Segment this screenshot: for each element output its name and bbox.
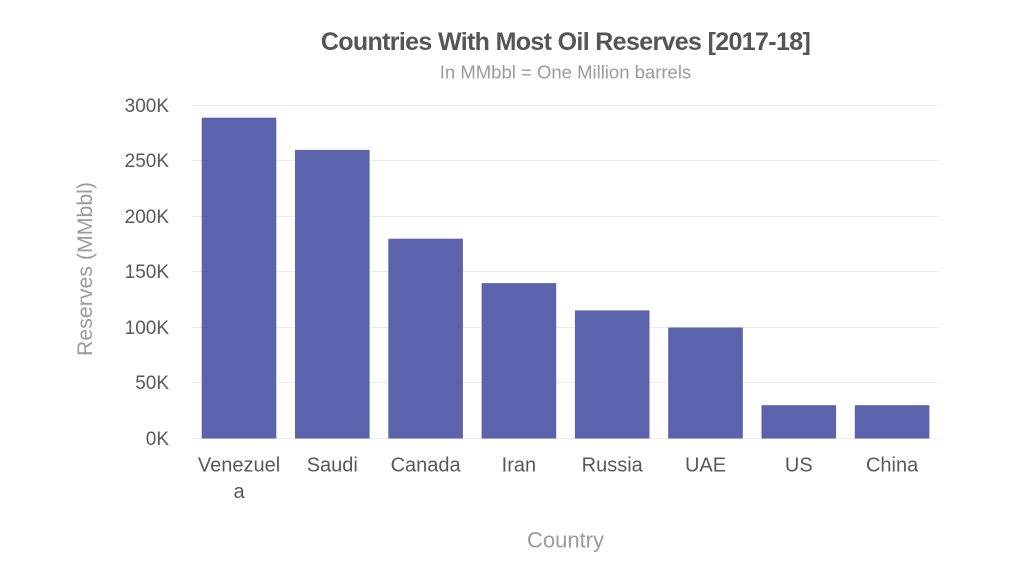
svg-text:150K: 150K [125,262,170,283]
svg-text:Country: Country [527,528,604,553]
svg-text:US: US [785,455,813,477]
svg-text:Canada: Canada [391,455,462,477]
svg-text:Iran: Iran [502,455,536,477]
svg-text:China: China [866,455,919,477]
svg-text:100K: 100K [125,318,170,339]
svg-text:Saudi: Saudi [307,455,358,477]
svg-text:In MMbbl = One Million barrels: In MMbbl = One Million barrels [440,62,691,83]
svg-text:UAE: UAE [685,455,726,477]
svg-text:Reserves (MMbbl): Reserves (MMbbl) [73,182,97,356]
svg-text:0K: 0K [146,429,170,450]
svg-text:Venezuel: Venezuel [198,455,280,477]
svg-text:200K: 200K [125,207,170,228]
svg-text:50K: 50K [135,373,169,394]
svg-text:300K: 300K [125,96,170,117]
svg-text:Russia: Russia [582,455,644,477]
svg-text:a: a [233,481,245,503]
svg-text:Countries With Most Oil Reserv: Countries With Most Oil Reserves [2017-1… [321,28,810,56]
svg-text:250K: 250K [125,151,170,172]
